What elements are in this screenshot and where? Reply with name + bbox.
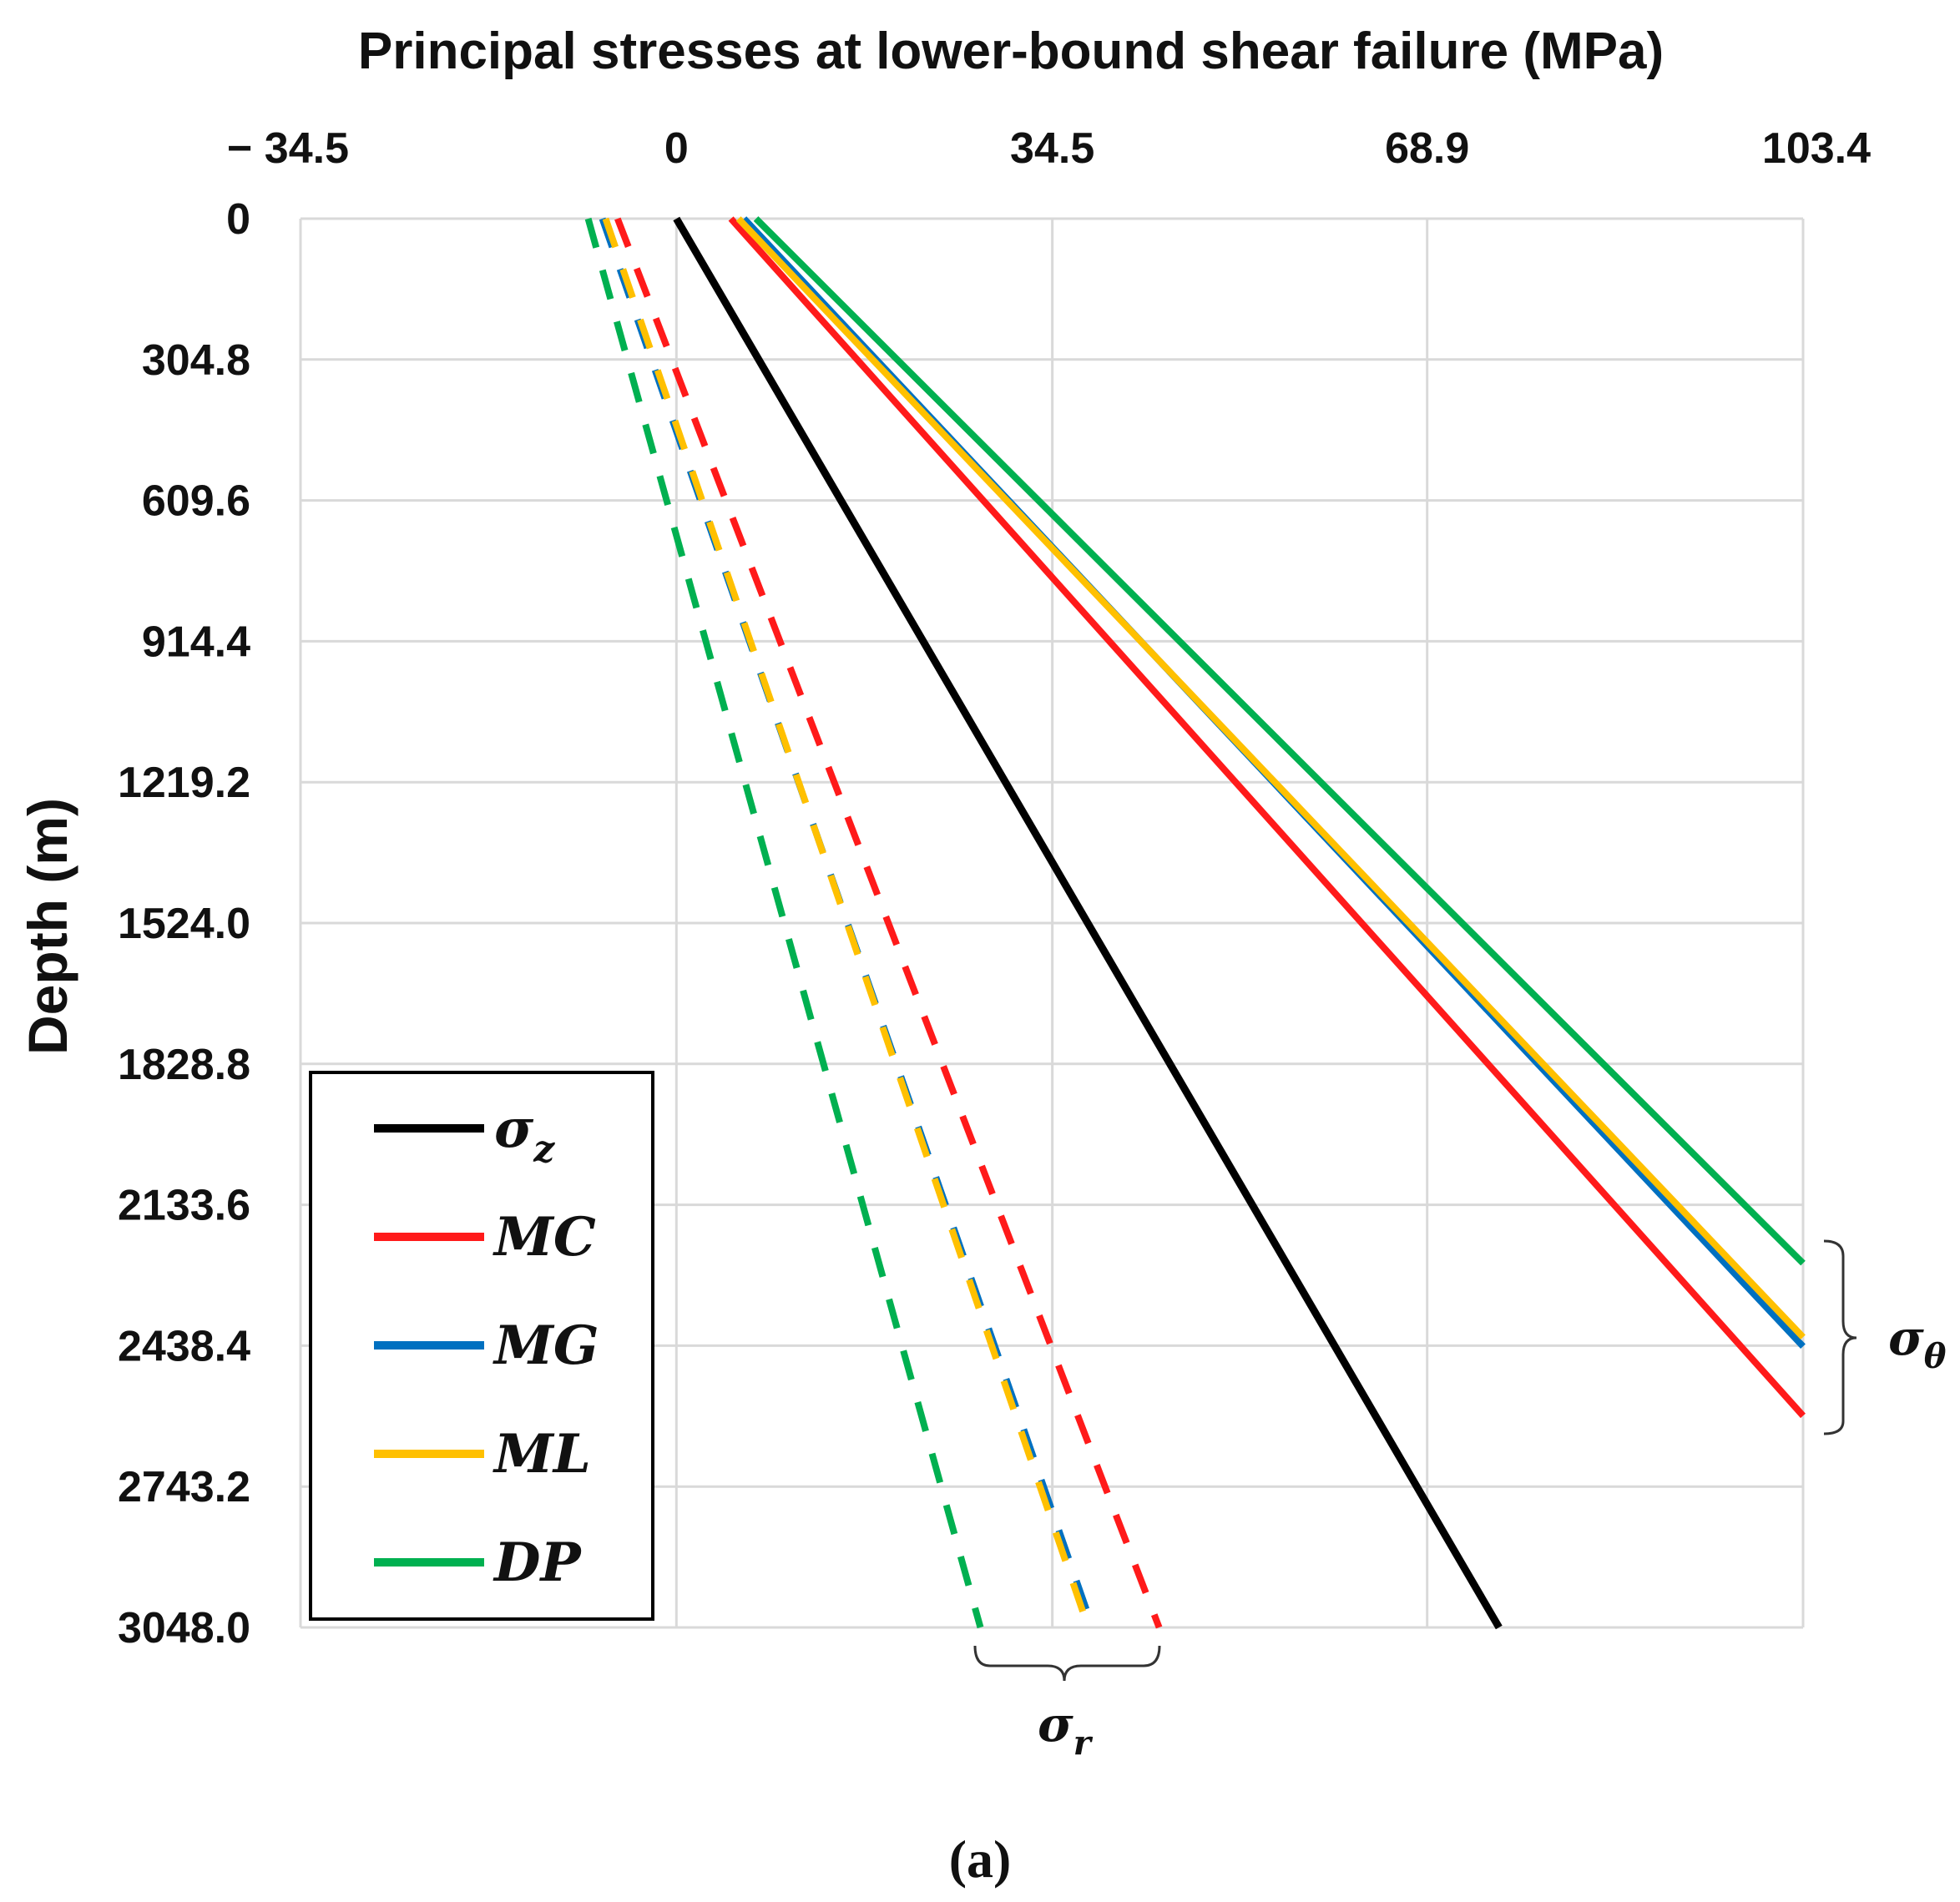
sigma-theta-label: σθ: [1888, 1309, 1947, 1376]
sigma-r-label: σr: [1038, 1696, 1094, 1763]
x-tick-label: 0: [664, 124, 689, 173]
grid: [299, 217, 1805, 1629]
y-tick-label: 609.6: [142, 477, 250, 526]
y-tick-label: 3048.0: [118, 1604, 250, 1652]
y-tick-label: 1219.2: [118, 759, 250, 807]
y-tick-label: 0: [226, 195, 250, 244]
x-axis-ticks: − 34.5 0 34.5 68.9 103.4: [227, 124, 1871, 173]
y-tick-label: 2438.4: [118, 1322, 250, 1370]
y-tick-label: 1524.0: [118, 900, 250, 948]
legend-label-ml: ML: [493, 1423, 591, 1486]
sigma-theta-brace: σθ: [1823, 1239, 1947, 1435]
y-tick-label: 1828.8: [118, 1041, 250, 1089]
sigma-r-brace: σr: [973, 1645, 1161, 1763]
x-tick-label: 34.5: [1010, 124, 1094, 173]
legend-label-dp: DP: [493, 1531, 583, 1594]
figure-caption: (a): [949, 1829, 1012, 1889]
series-lines: [584, 216, 1806, 1630]
y-axis-ticks: 0 304.8 609.6 914.4 1219.2 1524.0 1828.8 2133.6…: [118, 195, 250, 1652]
y-tick-label: 2743.2: [118, 1463, 250, 1511]
series-line-sigma-r-ml: [602, 217, 1092, 1629]
legend-label-mc: MC: [493, 1206, 596, 1269]
y-tick-label: 304.8: [142, 336, 250, 385]
legend-label-mg: MG: [493, 1314, 599, 1377]
chart-title: Principal stresses at lower-bound shear …: [358, 23, 1664, 80]
series-line-sigma-theta-dp: [753, 216, 1806, 1266]
series-line-sigma-theta-mc: [728, 216, 1806, 1419]
x-tick-label: 68.9: [1385, 124, 1469, 173]
legend: σz MC MG ML DP: [309, 1071, 654, 1621]
x-tick-label: 103.4: [1762, 124, 1871, 173]
y-tick-label: 914.4: [142, 618, 250, 666]
series-line-sigma-z: [673, 216, 1503, 1630]
series-line-sigma-r-mc: [614, 217, 1163, 1629]
legend-label-sigma-z: σz: [494, 1097, 555, 1171]
series-line-sigma-theta-ml: [735, 216, 1806, 1339]
y-axis-label: Depth (m): [17, 798, 78, 1055]
x-tick-label: − 34.5: [227, 124, 349, 173]
y-tick-label: 2133.6: [118, 1182, 250, 1230]
